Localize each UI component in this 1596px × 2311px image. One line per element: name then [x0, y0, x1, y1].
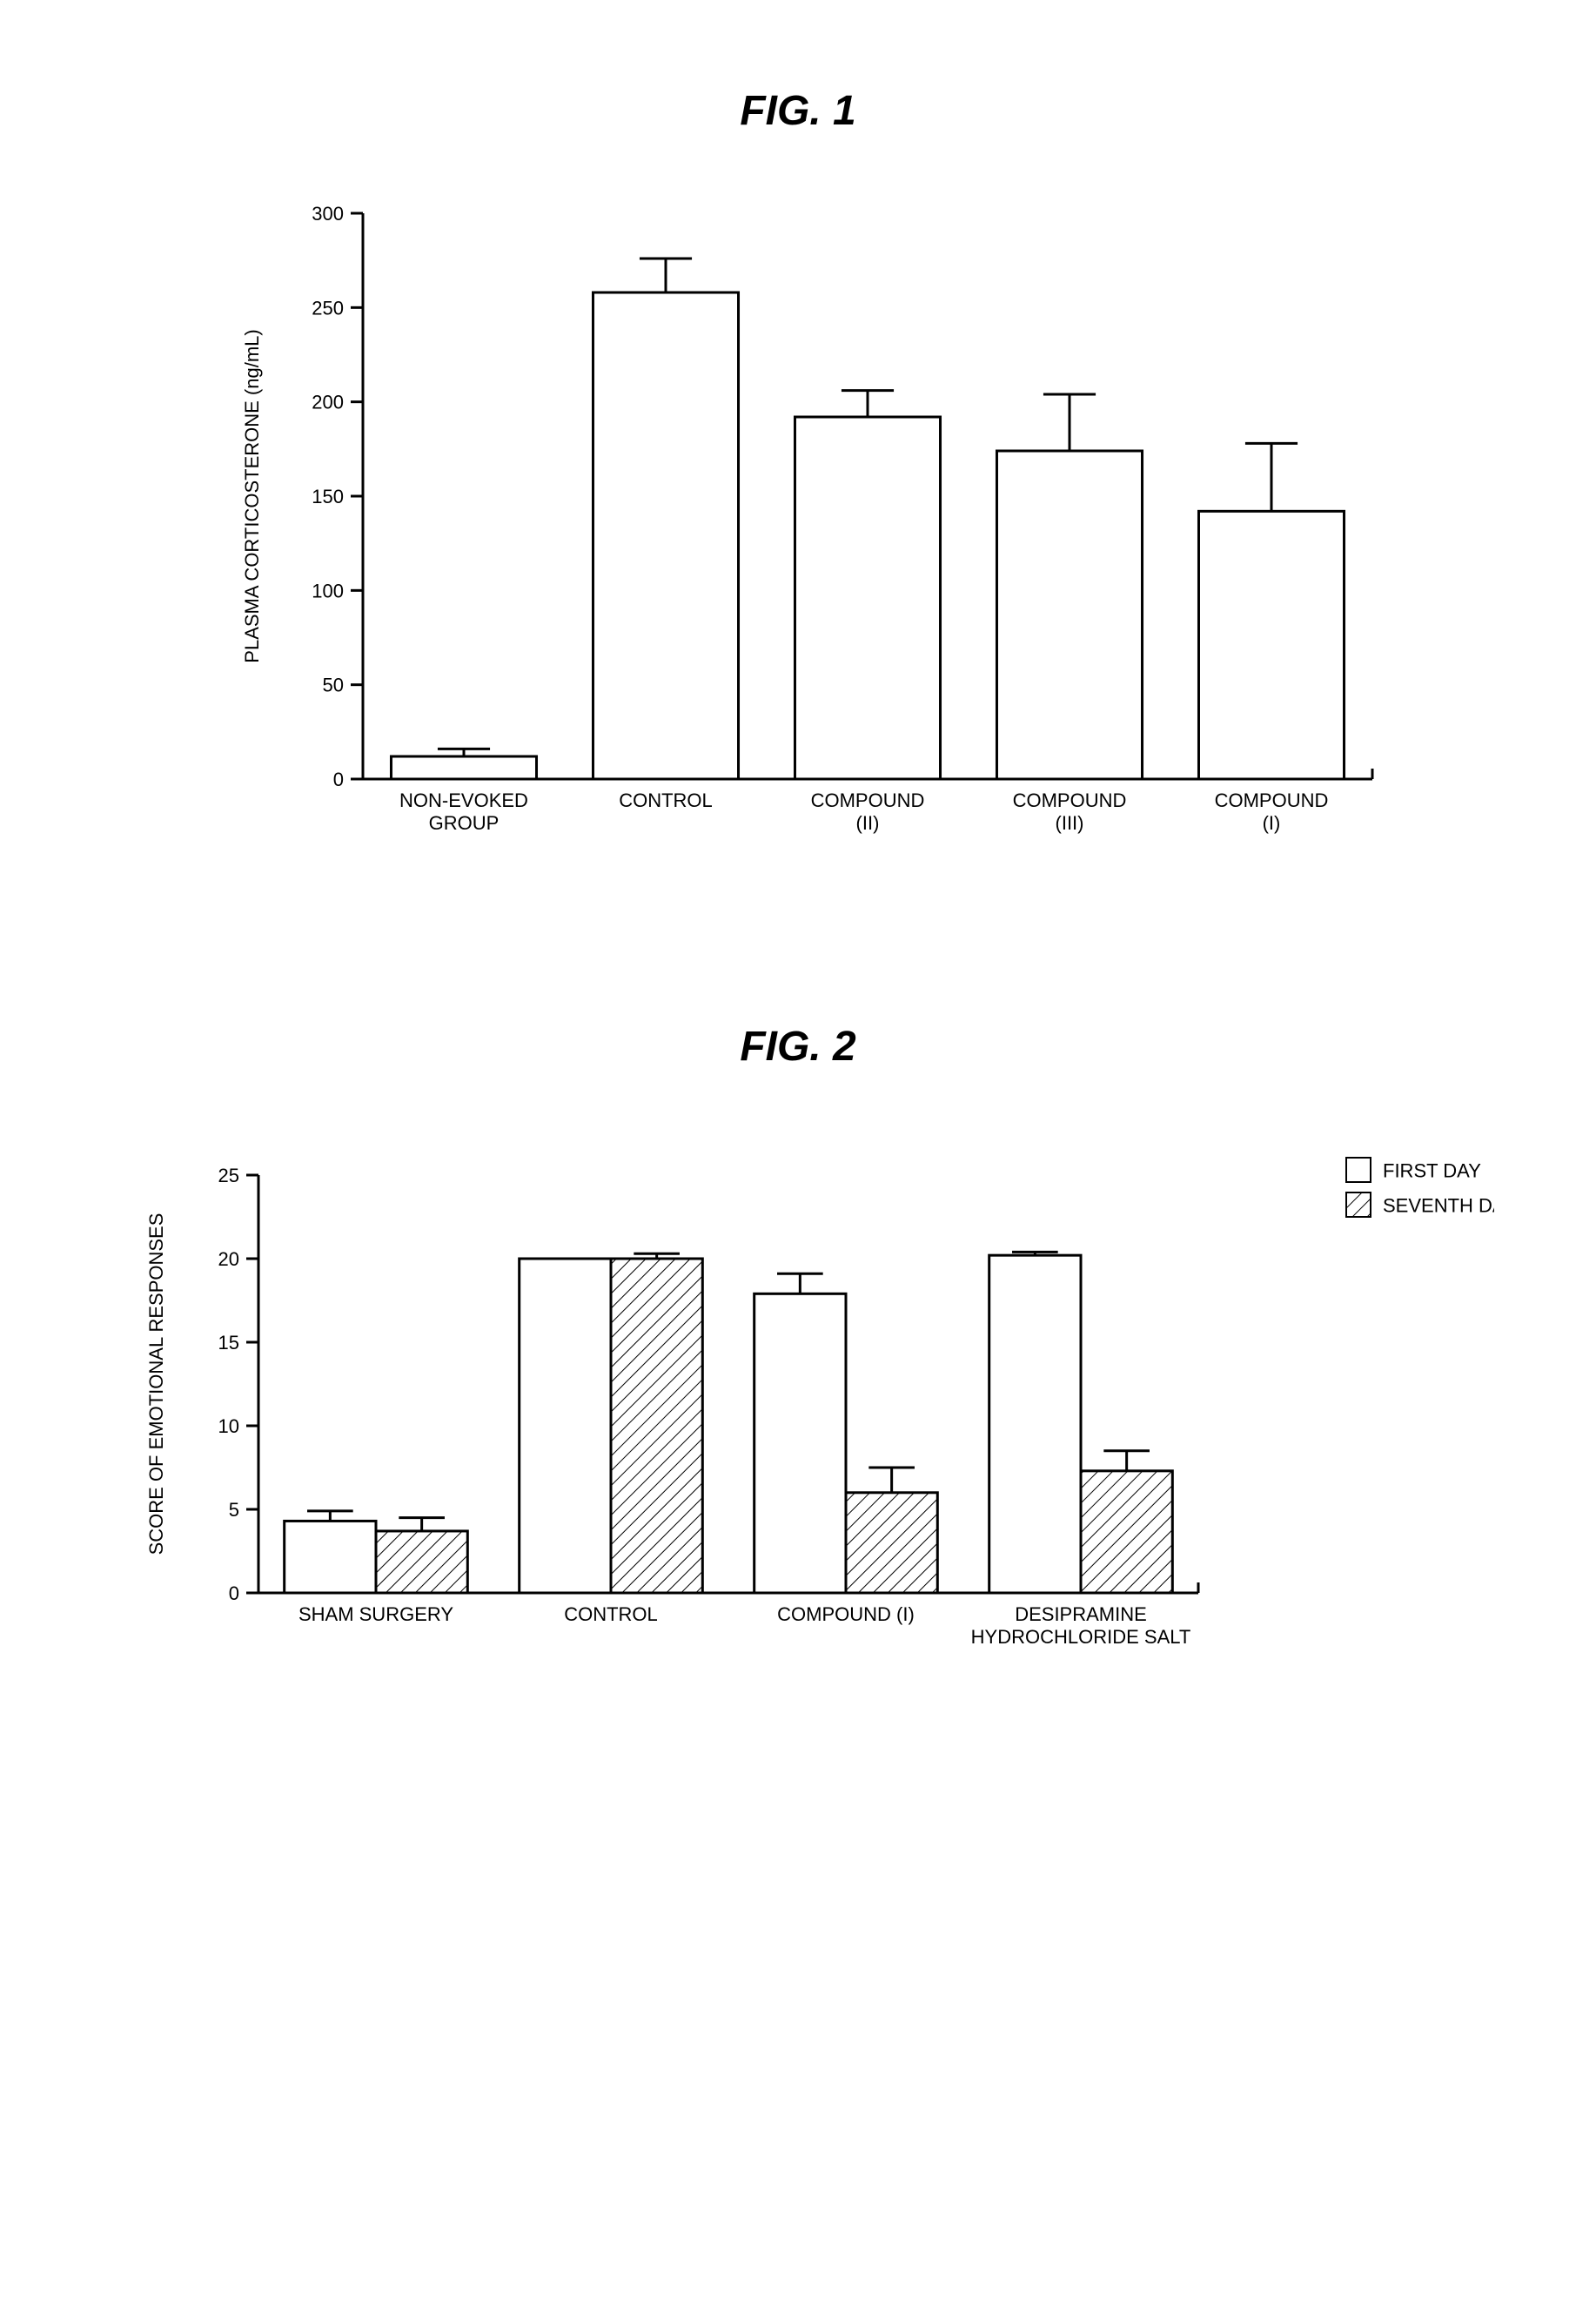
svg-text:NON-EVOKED: NON-EVOKED [399, 789, 528, 811]
svg-text:PLASMA CORTICOSTERONE (ng/mL): PLASMA CORTICOSTERONE (ng/mL) [241, 329, 263, 662]
svg-text:250: 250 [312, 297, 344, 319]
svg-text:COMPOUND: COMPOUND [811, 789, 925, 811]
fig2-title: FIG. 2 [35, 1023, 1561, 1071]
legend-label: FIRST DAY [1383, 1159, 1481, 1181]
svg-text:5: 5 [229, 1499, 239, 1521]
fig2-bar [285, 1521, 376, 1593]
svg-text:10: 10 [218, 1415, 239, 1437]
fig2-bar [754, 1293, 846, 1593]
svg-text:CONTROL: CONTROL [619, 789, 713, 811]
svg-text:(III): (III) [1056, 812, 1084, 834]
svg-text:0: 0 [229, 1582, 239, 1604]
fig2-chart-wrap: 0 5 10 15 20 25 SCORE OF EMOTIONAL RESPONSES SH… [35, 1123, 1561, 1715]
fig2-bar [611, 1259, 702, 1593]
legend-swatch [1346, 1158, 1371, 1182]
legend-label: SEVENTH DAY [1383, 1194, 1494, 1216]
svg-text:50: 50 [323, 675, 344, 696]
svg-text:COMPOUND: COMPOUND [1013, 789, 1127, 811]
fig1-title: FIG. 1 [35, 87, 1561, 135]
svg-text:100: 100 [312, 580, 344, 601]
fig1-bar [391, 756, 536, 779]
svg-text:COMPOUND: COMPOUND [1215, 789, 1329, 811]
svg-text:DESIPRAMINE: DESIPRAMINE [1015, 1603, 1147, 1625]
fig2-bar [376, 1531, 467, 1593]
fig1-chart: 0 50 100 150 200 250 300 PLASMA CORTICOSTERONE … [189, 187, 1407, 901]
fig2-chart: 0 5 10 15 20 25 SCORE OF EMOTIONAL RESPONSES SH… [102, 1123, 1494, 1715]
fig2-bar [846, 1493, 937, 1593]
fig1-bar [593, 292, 738, 779]
fig2-bar [1081, 1471, 1172, 1593]
svg-text:HYDROCHLORIDE SALT: HYDROCHLORIDE SALT [971, 1626, 1191, 1648]
svg-text:GROUP: GROUP [429, 812, 500, 834]
fig1-bar [795, 417, 940, 779]
svg-text:200: 200 [312, 392, 344, 413]
svg-text:25: 25 [218, 1165, 239, 1186]
svg-text:COMPOUND (I): COMPOUND (I) [777, 1603, 915, 1625]
svg-text:20: 20 [218, 1248, 239, 1270]
svg-text:(II): (II) [856, 812, 880, 834]
svg-text:SCORE OF EMOTIONAL RESPONSES: SCORE OF EMOTIONAL RESPONSES [145, 1213, 167, 1555]
svg-text:150: 150 [312, 486, 344, 507]
svg-text:CONTROL: CONTROL [564, 1603, 658, 1625]
fig2-bar [520, 1259, 611, 1593]
fig2-bar [989, 1255, 1081, 1593]
svg-text:15: 15 [218, 1332, 239, 1354]
fig1-bar [996, 451, 1142, 779]
svg-text:SHAM SURGERY: SHAM SURGERY [298, 1603, 453, 1625]
svg-text:300: 300 [312, 203, 344, 225]
svg-text:(I): (I) [1263, 812, 1281, 834]
svg-text:0: 0 [333, 769, 344, 790]
fig1-chart-wrap: 0 50 100 150 200 250 300 PLASMA CORTICOSTERONE … [35, 187, 1561, 901]
fig1-bar [1198, 511, 1344, 779]
legend-swatch [1346, 1192, 1371, 1217]
